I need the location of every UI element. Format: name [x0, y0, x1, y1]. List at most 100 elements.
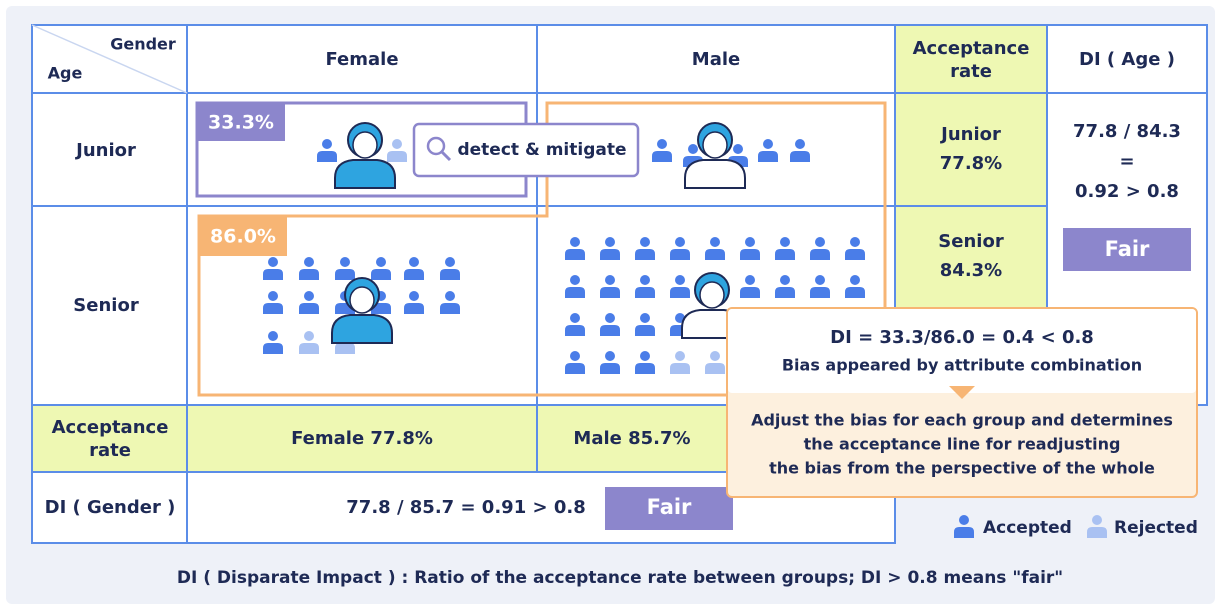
person-icon [304, 331, 314, 341]
row-header: Senior [73, 295, 139, 316]
column-header: Female [325, 49, 398, 70]
row-header: Junior [74, 140, 136, 161]
person-icon [605, 275, 615, 285]
di-gender: 77.8 / 85.7 = 0.91 > 0.8 [346, 497, 585, 518]
person-icon [850, 237, 860, 247]
person-icon [570, 275, 580, 285]
person-icon [845, 249, 865, 260]
footnote: DI ( Disparate Impact ) : Ratio of the a… [177, 568, 1063, 588]
person-icon [340, 257, 350, 267]
person-icon [1092, 515, 1102, 525]
person-icon [600, 287, 620, 298]
person-icon [635, 325, 655, 336]
person-icon [700, 282, 724, 308]
person-icon [335, 269, 355, 280]
diagram: Gender Age Female Male Acceptance rate D… [0, 0, 1215, 606]
person-icon [745, 275, 755, 285]
person-icon [299, 343, 319, 354]
header-cell [895, 25, 1047, 93]
detect-text: detect & mitigate [457, 140, 626, 160]
person-icon [685, 160, 745, 188]
person-icon [652, 151, 672, 162]
person-icon [675, 351, 685, 361]
cell [32, 405, 187, 472]
person-icon [740, 287, 760, 298]
person-icon [600, 249, 620, 260]
person-icon [745, 237, 755, 247]
person-icon [954, 527, 974, 538]
person-icon [299, 269, 319, 280]
person-icon [600, 325, 620, 336]
person-icon [440, 269, 460, 280]
age-rate: 77.8% [940, 153, 1002, 174]
corner-label: Gender [110, 35, 176, 54]
column-header: rate [950, 61, 992, 82]
person-icon [322, 139, 332, 149]
person-icon [780, 275, 790, 285]
row-header: Acceptance [52, 417, 169, 438]
person-icon [387, 151, 407, 162]
person-icon [445, 257, 455, 267]
person-icon [850, 275, 860, 285]
di-age: 0.92 > 0.8 [1075, 181, 1179, 202]
gender-rate: Female 77.8% [291, 428, 433, 449]
person-icon [710, 351, 720, 361]
person-icon [268, 257, 278, 267]
callout-text: Adjust the bias for each group and deter… [751, 411, 1173, 430]
age-rate: Junior [939, 124, 1001, 145]
row-header: rate [89, 440, 131, 461]
person-icon [304, 257, 314, 267]
person-icon [790, 151, 810, 162]
person-icon [733, 144, 743, 154]
person-icon [335, 160, 395, 188]
badge-text: 86.0% [210, 226, 276, 248]
person-icon [268, 331, 278, 341]
person-icon [409, 291, 419, 301]
callout-text: Bias appeared by attribute combination [782, 356, 1142, 375]
person-icon [392, 139, 402, 149]
person-icon [670, 249, 690, 260]
legend-text: Accepted [983, 518, 1072, 538]
person-icon [657, 139, 667, 149]
column-header: DI ( Age ) [1079, 49, 1175, 70]
person-icon [635, 363, 655, 374]
person-icon [758, 151, 778, 162]
corner-label: Age [48, 64, 83, 83]
person-icon [409, 257, 419, 267]
person-icon [635, 287, 655, 298]
person-icon [959, 515, 969, 525]
person-icon [810, 287, 830, 298]
person-icon [376, 257, 386, 267]
column-header: Acceptance [913, 38, 1030, 59]
person-icon [845, 287, 865, 298]
age-rate: 84.3% [940, 260, 1002, 281]
person-icon [605, 313, 615, 323]
badge-text: 33.3% [208, 112, 274, 134]
person-icon [688, 144, 698, 154]
callout-top [728, 309, 1196, 393]
person-icon [371, 269, 391, 280]
di-age: 77.8 / 84.3 [1073, 121, 1181, 142]
person-icon [299, 303, 319, 314]
person-icon [268, 291, 278, 301]
person-icon [795, 139, 805, 149]
person-icon [810, 249, 830, 260]
fair-text: Fair [647, 495, 692, 519]
person-icon [670, 287, 690, 298]
person-icon [670, 363, 690, 374]
person-icon [445, 291, 455, 301]
person-icon [350, 287, 374, 313]
person-icon [640, 237, 650, 247]
column-header: Male [692, 49, 740, 70]
cell [895, 93, 1047, 206]
person-icon [640, 351, 650, 361]
person-icon [815, 275, 825, 285]
person-icon [605, 237, 615, 247]
person-icon [675, 237, 685, 247]
person-icon [1087, 527, 1107, 538]
person-icon [263, 303, 283, 314]
person-icon [605, 351, 615, 361]
person-icon [332, 315, 392, 343]
person-icon [565, 325, 585, 336]
person-icon [565, 363, 585, 374]
